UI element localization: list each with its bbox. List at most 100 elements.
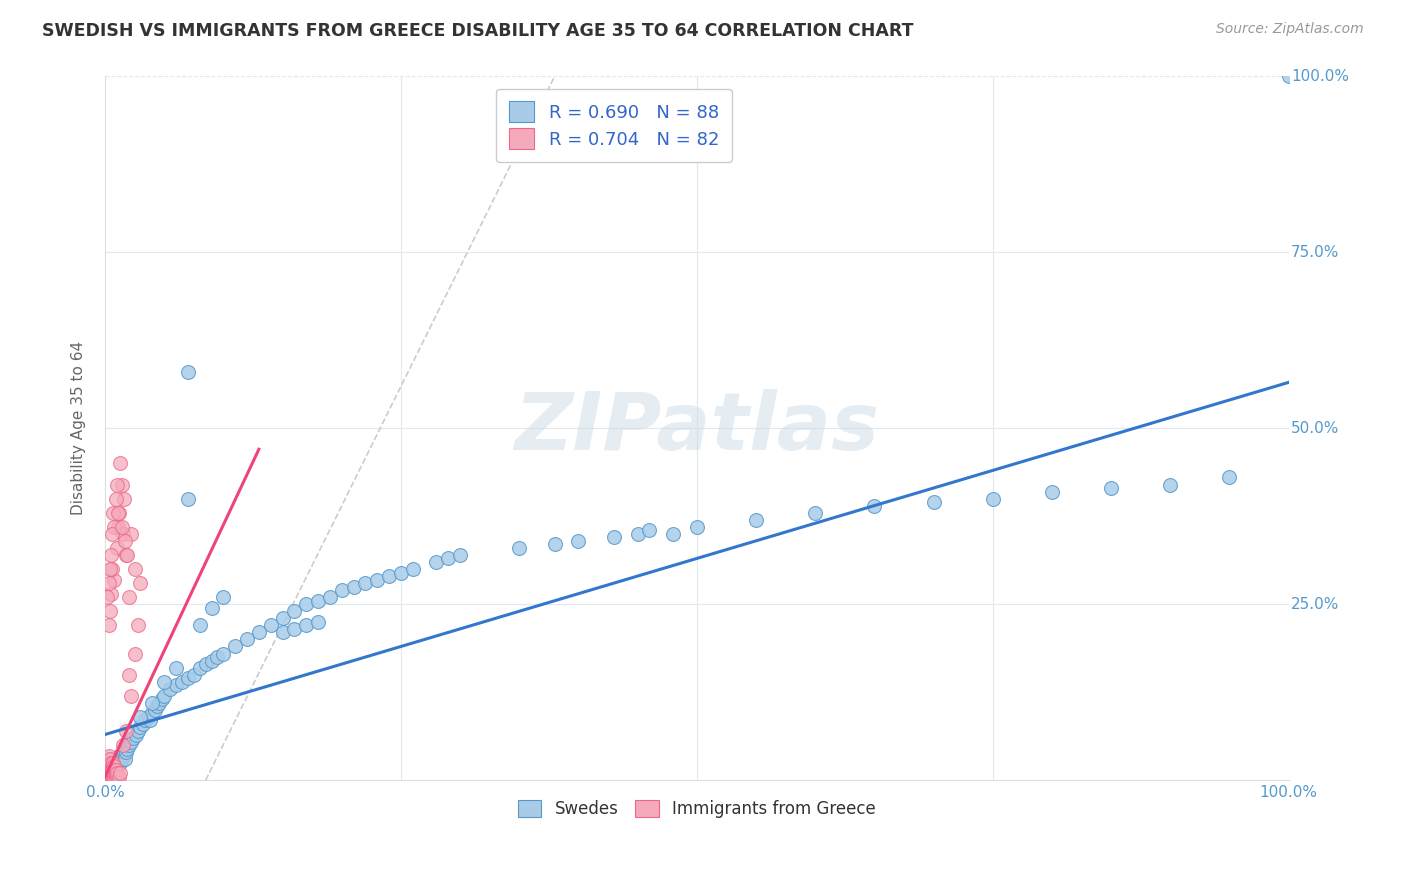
Point [101,766,124,780]
Point [100,756,122,770]
Point [143,703,166,717]
Point [96,590,118,604]
Y-axis label: Disability Age 35 to 64: Disability Age 35 to 64 [72,341,86,516]
Point [101,770,124,784]
Point [117,548,139,562]
Point [125,727,148,741]
Point [283,622,305,636]
Point [638,523,661,537]
Point [101,763,124,777]
Point [98,756,121,770]
Point [103,763,125,777]
Point [114,533,136,548]
Point [103,759,125,773]
Point [100,759,122,773]
Point [1159,477,1181,491]
Point [100,759,122,773]
Point [100,548,122,562]
Point [96,763,118,777]
Point [97,763,120,777]
Point [212,647,235,661]
Point [98,562,121,576]
Point [224,640,246,654]
Point [103,759,125,773]
Point [129,576,152,591]
Point [108,770,131,784]
Point [105,756,128,770]
Point [118,667,141,681]
Text: 25.0%: 25.0% [1291,597,1340,612]
Point [212,590,235,604]
Point [188,618,211,632]
Point [101,759,124,773]
Point [100,587,122,601]
Text: 100.0%: 100.0% [1291,69,1348,84]
Point [105,541,128,555]
Point [96,763,118,777]
Point [200,654,222,668]
Point [103,573,125,587]
Text: 50.0%: 50.0% [1291,421,1340,435]
Point [104,770,127,784]
Point [129,710,152,724]
Text: SWEDISH VS IMMIGRANTS FROM GREECE DISABILITY AGE 35 TO 64 CORRELATION CHART: SWEDISH VS IMMIGRANTS FROM GREECE DISABI… [42,22,914,40]
Point [449,548,471,562]
Point [1040,484,1063,499]
Point [283,604,305,618]
Point [97,770,120,784]
Point [177,491,200,506]
Point [1278,69,1301,83]
Point [402,562,425,576]
Point [107,506,129,520]
Point [200,600,222,615]
Point [103,766,125,780]
Point [103,766,125,780]
Point [110,520,132,534]
Point [127,724,149,739]
Point [330,583,353,598]
Point [745,513,768,527]
Point [104,752,127,766]
Point [97,766,120,780]
Point [922,495,945,509]
Point [112,745,135,759]
Point [100,766,122,780]
Point [354,576,377,591]
Point [170,674,193,689]
Point [115,548,138,562]
Point [159,681,181,696]
Point [98,770,121,784]
Point [319,590,342,604]
Point [307,593,329,607]
Point [150,692,173,706]
Point [110,456,132,470]
Point [98,604,121,618]
Text: ZIPatlas: ZIPatlas [515,389,879,467]
Point [271,611,294,625]
Point [271,625,294,640]
Point [103,756,125,770]
Point [111,526,134,541]
Point [120,689,142,703]
Point [117,741,139,756]
Point [177,365,200,379]
Point [134,714,156,728]
Point [97,752,120,766]
Point [136,710,159,724]
Point [627,526,650,541]
Point [236,632,259,647]
Point [127,618,149,632]
Point [98,759,121,773]
Point [103,763,125,777]
Point [603,530,626,544]
Point [207,650,229,665]
Point [118,590,141,604]
Point [111,738,134,752]
Point [108,506,131,520]
Point [148,696,170,710]
Point [110,766,132,780]
Point [100,770,122,784]
Point [103,520,125,534]
Point [177,671,200,685]
Point [115,724,138,739]
